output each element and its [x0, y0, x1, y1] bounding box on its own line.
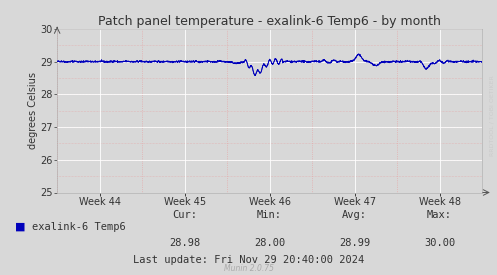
Text: 30.00: 30.00	[424, 238, 455, 248]
Title: Patch panel temperature - exalink-6 Temp6 - by month: Patch panel temperature - exalink-6 Temp…	[98, 15, 441, 28]
Text: 28.98: 28.98	[169, 238, 200, 248]
Text: exalink-6 Temp6: exalink-6 Temp6	[32, 222, 126, 232]
Text: ■: ■	[15, 222, 25, 232]
Y-axis label: degrees Celsius: degrees Celsius	[28, 72, 38, 149]
Text: Cur:: Cur:	[172, 210, 197, 219]
Text: 28.99: 28.99	[339, 238, 370, 248]
Text: RRDTOOL / TOBI OETIKER: RRDTOOL / TOBI OETIKER	[490, 75, 495, 156]
Text: Last update: Fri Nov 29 20:40:00 2024: Last update: Fri Nov 29 20:40:00 2024	[133, 255, 364, 265]
Text: Max:: Max:	[427, 210, 452, 219]
Text: 28.00: 28.00	[254, 238, 285, 248]
Text: Munin 2.0.75: Munin 2.0.75	[224, 264, 273, 273]
Text: Avg:: Avg:	[342, 210, 367, 219]
Text: Min:: Min:	[257, 210, 282, 219]
